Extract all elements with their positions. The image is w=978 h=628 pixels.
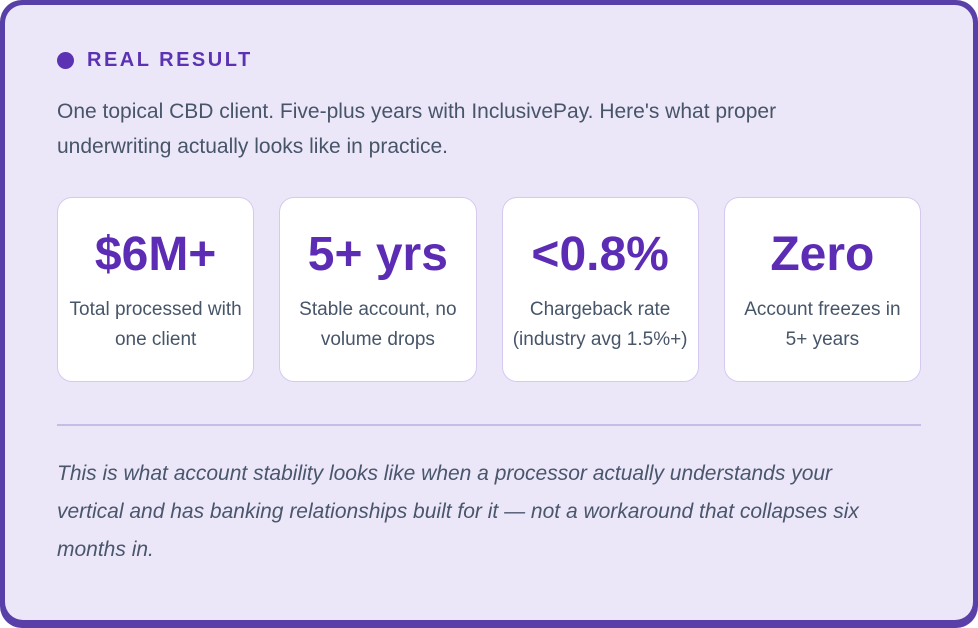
stat-label: Stable account, no volume drops: [299, 298, 457, 350]
divider: [57, 423, 921, 426]
stat-value: Zero: [770, 228, 875, 281]
stat-card-stable-account: 5+ yrs Stable account, no volume drops: [279, 197, 477, 382]
stat-label: Total processed with one client: [69, 298, 242, 350]
stat-value: 5+ yrs: [307, 228, 448, 281]
intro-text: One topical CBD client. Five-plus years …: [57, 100, 777, 158]
stat-label: Chargeback rate (industry avg 1.5%+): [512, 298, 688, 350]
stats-row: $6M+ Total processed with one client 5+ …: [57, 197, 921, 382]
badge-row: REAL RESULT: [57, 49, 921, 72]
stat-card-chargeback-rate: <0.8% Chargeback rate (industry avg 1.5%…: [501, 197, 699, 382]
stat-card-total-processed: $6M+ Total processed with one client: [57, 197, 255, 382]
stat-card-account-freezes: Zero Account freezes in 5+ years: [723, 197, 921, 382]
bullet-dot-icon: [57, 52, 74, 69]
real-result-panel: REAL RESULT One topical CBD client. Five…: [5, 5, 973, 620]
badge-label: REAL RESULT: [87, 49, 253, 71]
stat-value: <0.8%: [531, 228, 669, 281]
stat-value: $6M+: [94, 228, 217, 281]
footnote-text: This is what account stability looks lik…: [57, 461, 859, 561]
stat-label: Account freezes in 5+ years: [744, 298, 901, 350]
